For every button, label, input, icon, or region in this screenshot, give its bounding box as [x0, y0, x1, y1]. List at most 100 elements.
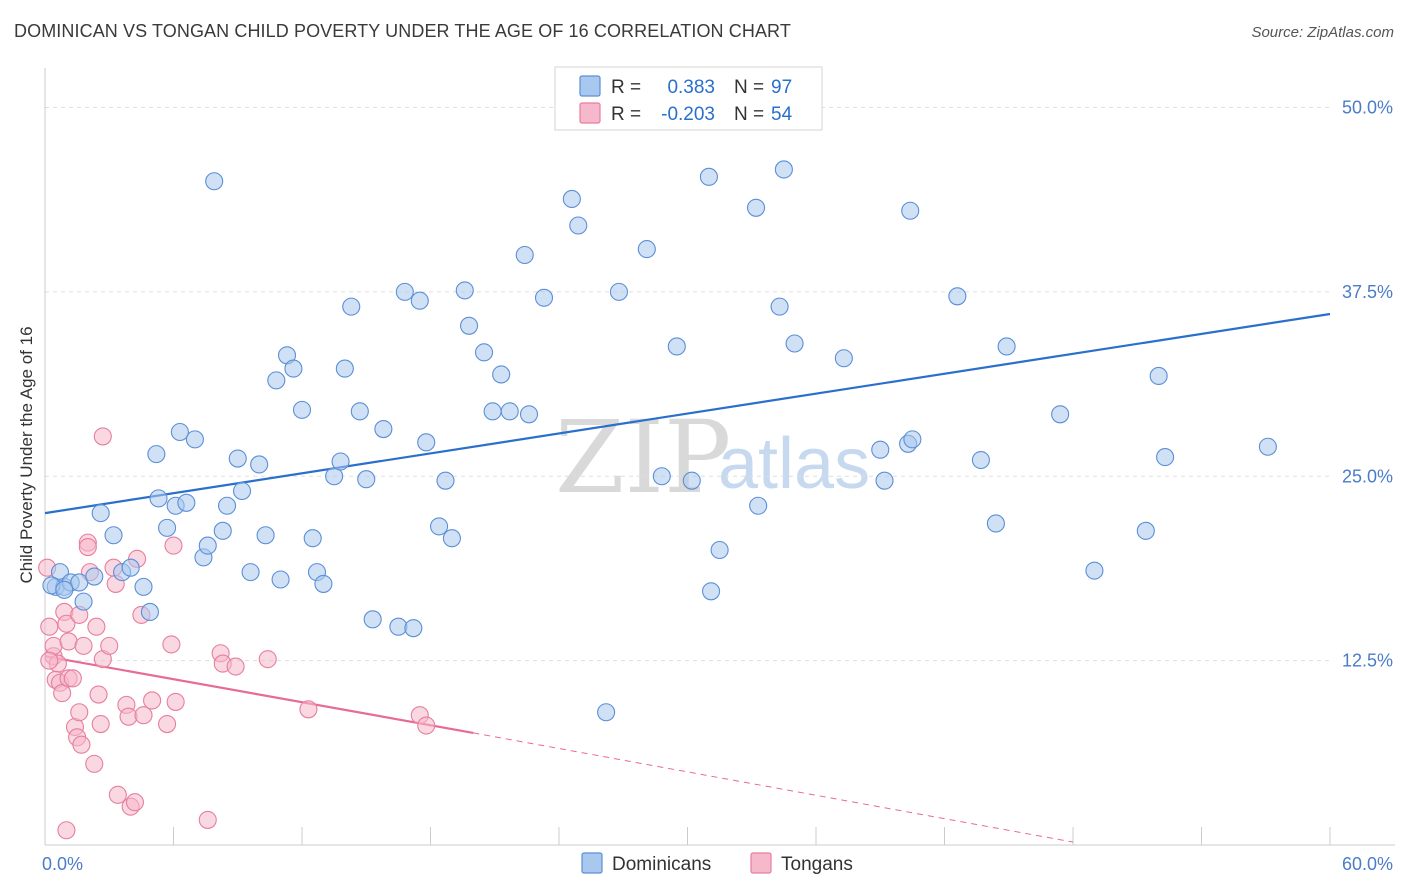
point-dominican-40 [335, 359, 354, 378]
legend-n-label-tongans: N = [734, 104, 764, 125]
watermark-zip: ZIP [555, 399, 731, 516]
legend-swatch-dominicans [579, 75, 601, 97]
point-dominican-49 [410, 291, 429, 310]
point-dominican-28 [250, 455, 269, 474]
point-tongan-44 [198, 810, 217, 829]
point-dominican-26 [232, 481, 252, 501]
trend-lines [44, 312, 1331, 843]
point-dominican-10 [121, 558, 140, 577]
point-dominican-33 [284, 359, 303, 378]
point-tongan-52 [57, 821, 76, 840]
point-dominican-44 [363, 610, 382, 629]
point-dominican-77 [774, 160, 793, 179]
point-dominican-25 [228, 449, 247, 468]
point-tongan-51 [417, 716, 436, 735]
point-dominican-80 [871, 440, 890, 459]
point-dominican-71 [699, 167, 718, 186]
point-dominican-52 [436, 471, 455, 490]
point-dominican-5 [74, 592, 93, 611]
trend-line-tongans-extension [473, 732, 1074, 843]
legend-r-value-dominicans: 0.383 [667, 77, 715, 98]
point-dominican-37 [314, 574, 333, 593]
point-dominican-61 [519, 405, 539, 424]
point-tongan-31 [108, 785, 127, 804]
point-dominican-85 [948, 287, 967, 306]
point-dominican-83 [903, 430, 922, 449]
legend-n-label-dominicans: N = [734, 77, 764, 98]
bottom-legend-swatch-tongans [750, 852, 772, 874]
point-dominican-7 [91, 504, 110, 523]
point-dominican-19 [185, 430, 204, 449]
watermark-atlas: atlas [718, 424, 870, 504]
legend-r-label-dominicans: R = [611, 77, 641, 98]
point-dominican-86 [971, 450, 990, 470]
point-dominican-76 [770, 297, 789, 316]
point-dominican-34 [292, 400, 312, 419]
point-dominican-54 [455, 281, 474, 300]
point-dominican-27 [241, 563, 260, 582]
bottom-legend-tongans: Tongans [781, 854, 853, 875]
point-dominican-11 [134, 577, 153, 596]
x-tick-label-0: 0.0% [42, 854, 83, 874]
point-tongan-1 [40, 617, 59, 636]
point-tongan-53 [40, 651, 59, 670]
point-tongan-24 [89, 685, 108, 704]
point-dominican-57 [483, 402, 502, 421]
point-dominican-56 [474, 343, 494, 362]
bottom-legend-dominicans: Dominicans [612, 854, 711, 875]
y-tick-label-3: 50.0% [1342, 98, 1393, 118]
point-dominican-9 [104, 526, 123, 545]
point-tongan-26 [93, 427, 112, 446]
point-tongan-15 [70, 703, 89, 722]
point-dominican-24 [217, 496, 237, 515]
point-dominican-91 [1136, 521, 1155, 540]
point-dominican-35 [303, 529, 322, 548]
point-dominican-79 [834, 349, 853, 368]
point-dominican-48 [404, 619, 423, 638]
point-tongan-33 [119, 707, 138, 726]
tick-labels: 12.5% 25.0% 37.5% 50.0% 0.0% 60.0% [42, 98, 1393, 875]
point-tongan-12 [63, 669, 82, 688]
point-dominican-63 [562, 189, 581, 208]
point-dominican-81 [875, 471, 894, 490]
point-tongan-25 [91, 714, 110, 734]
point-dominican-17 [170, 422, 189, 442]
point-tongan-43 [166, 692, 185, 711]
point-tongan-48 [258, 650, 277, 669]
point-tongan-18 [74, 636, 93, 655]
point-tongan-41 [162, 635, 181, 654]
point-dominican-14 [149, 489, 168, 508]
point-dominican-29 [256, 526, 275, 545]
bottom-legend: Dominicans Tongans [581, 852, 853, 875]
point-tongan-17 [72, 735, 91, 754]
point-dominican-69 [667, 337, 686, 356]
point-dominican-65 [609, 282, 629, 301]
point-dominican-67 [637, 240, 656, 259]
point-dominican-18 [177, 493, 196, 512]
point-dominican-12 [140, 602, 159, 622]
point-tongan-23 [87, 617, 106, 636]
y-axis-label: Child Poverty Under the Age of 16 [17, 326, 36, 583]
point-dominican-23 [213, 521, 232, 540]
axes [44, 68, 1395, 846]
point-tongan-47 [226, 657, 245, 676]
legend-r-label-tongans: R = [611, 104, 641, 125]
point-tongan-11 [59, 632, 78, 651]
point-dominican-53 [442, 529, 461, 548]
point-tongan-38 [134, 706, 153, 725]
y-tick-label-1: 25.0% [1342, 466, 1393, 486]
trend-line-dominicans [44, 312, 1331, 515]
point-dominican-64 [569, 216, 588, 235]
point-dominican-30 [267, 371, 286, 390]
point-dominican-41 [342, 297, 361, 316]
point-dominican-89 [1051, 405, 1070, 424]
point-dominican-45 [374, 419, 393, 439]
point-dominican-70 [682, 471, 701, 490]
point-dominican-88 [997, 337, 1016, 356]
point-dominican-60 [515, 245, 534, 265]
point-dominican-39 [331, 452, 350, 471]
point-tongan-35 [125, 793, 144, 812]
trend-line-tongans [44, 655, 474, 734]
point-dominican-6 [85, 567, 104, 586]
